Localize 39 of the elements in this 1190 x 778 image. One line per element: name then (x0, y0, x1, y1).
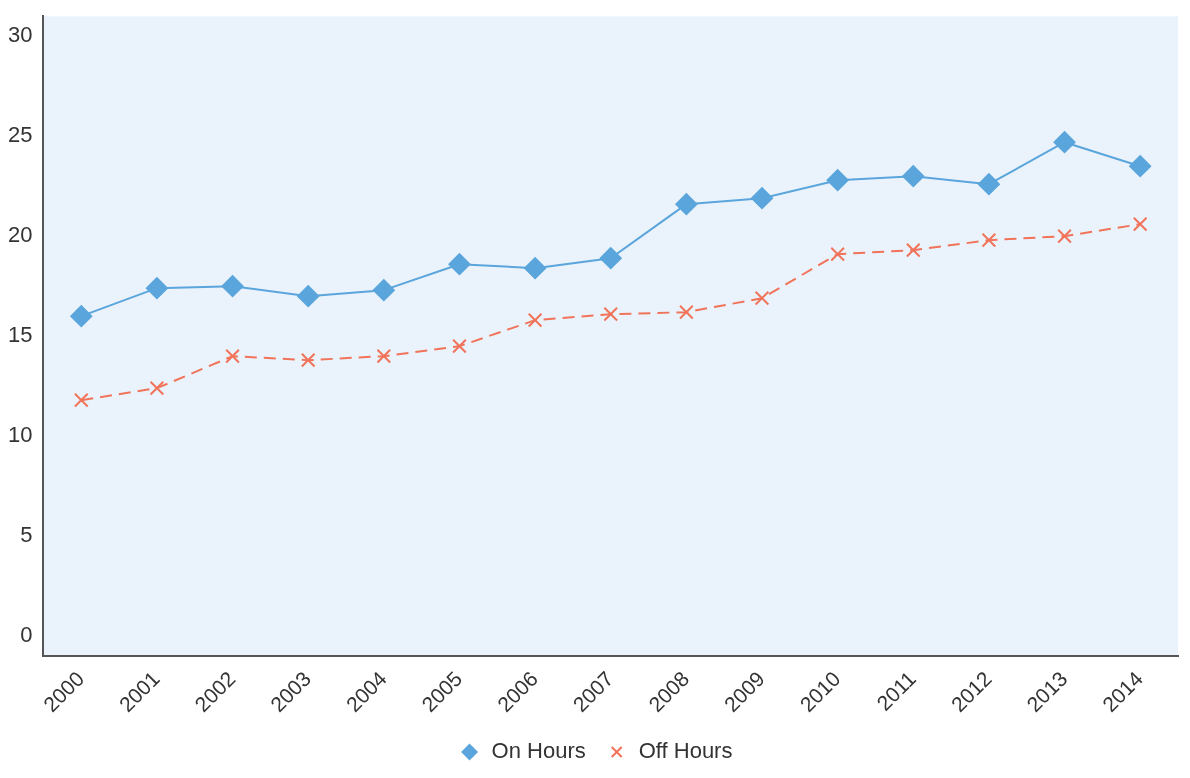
y-tick-label: 5 (20, 522, 33, 548)
point (145, 277, 168, 300)
point (981, 232, 997, 248)
point (830, 246, 846, 262)
point (754, 290, 770, 306)
point (599, 247, 622, 270)
point (448, 253, 471, 276)
point (225, 348, 240, 364)
point (977, 173, 1000, 196)
point (452, 338, 467, 354)
point (149, 380, 165, 396)
point (300, 352, 316, 368)
y-tick-label: 20 (7, 222, 33, 248)
point (1129, 155, 1152, 178)
y-tick-label: 15 (7, 322, 33, 348)
point (376, 348, 392, 364)
point (902, 165, 925, 188)
point (73, 392, 89, 408)
y-tick-label: 10 (7, 422, 33, 448)
point (524, 257, 547, 280)
point (70, 305, 93, 328)
point (603, 306, 619, 322)
point (297, 285, 320, 308)
legend-label: Off Hours (638, 738, 733, 764)
legend-label: On Hours (491, 738, 586, 764)
point (1053, 131, 1076, 154)
point (751, 187, 774, 210)
point (527, 312, 543, 328)
y-tick-label: 25 (7, 122, 33, 148)
point (675, 193, 698, 216)
point (679, 304, 694, 320)
point (905, 242, 921, 258)
point (826, 169, 849, 192)
point (1132, 216, 1148, 232)
point (221, 275, 244, 298)
point (1057, 228, 1072, 244)
y-tick-label: 30 (7, 22, 33, 48)
y-tick-label: 0 (20, 622, 33, 648)
point (372, 279, 395, 302)
